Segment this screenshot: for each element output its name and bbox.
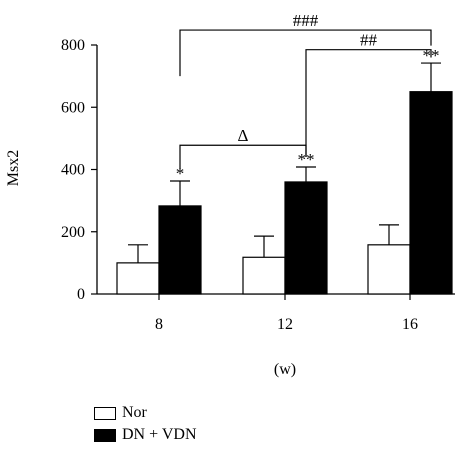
comparison-bracket — [179, 144, 307, 170]
bar-nor — [116, 262, 160, 295]
y-tick-label: 400 — [61, 162, 85, 179]
bar-dn-vdn — [409, 91, 453, 295]
bar-nor — [242, 256, 286, 295]
bars — [116, 62, 453, 295]
legend-swatch-nor — [94, 406, 116, 420]
legend: Nor DN + VDN — [94, 402, 197, 446]
y-axis-label: Msx2 — [5, 150, 22, 186]
y-tick-label: 600 — [61, 99, 85, 116]
x-tick-label: 8 — [155, 316, 163, 333]
comparison-bracket — [179, 29, 432, 77]
x-axis-label: (w) — [274, 361, 296, 378]
significance-star: * — [176, 164, 185, 183]
annotations: *****Δ##### — [176, 11, 440, 183]
bar-nor — [367, 244, 411, 295]
significance-star: ** — [298, 150, 315, 169]
legend-swatch-dn-vdn — [94, 428, 116, 442]
x-tick-label: 16 — [402, 316, 418, 333]
legend-label-dn-vdn: DN + VDN — [122, 426, 197, 443]
comparison-label: Δ — [238, 126, 249, 145]
y-tick-label: 800 — [61, 37, 85, 54]
legend-item-dn-vdn: DN + VDN — [94, 424, 197, 446]
comparison-label: ## — [360, 31, 378, 50]
x-tick-label: 12 — [277, 316, 293, 333]
y-tick-label: 200 — [61, 224, 85, 241]
legend-item-nor: Nor — [94, 402, 197, 424]
bar-dn-vdn — [158, 205, 202, 295]
comparison-label: ### — [293, 11, 319, 30]
y-tick-label: 0 — [77, 286, 85, 303]
bar-dn-vdn — [284, 181, 328, 295]
legend-label-nor: Nor — [122, 404, 147, 421]
comparison-bracket — [305, 49, 432, 158]
axes: 0 200 400 600 800 8 12 16 — [61, 37, 455, 333]
